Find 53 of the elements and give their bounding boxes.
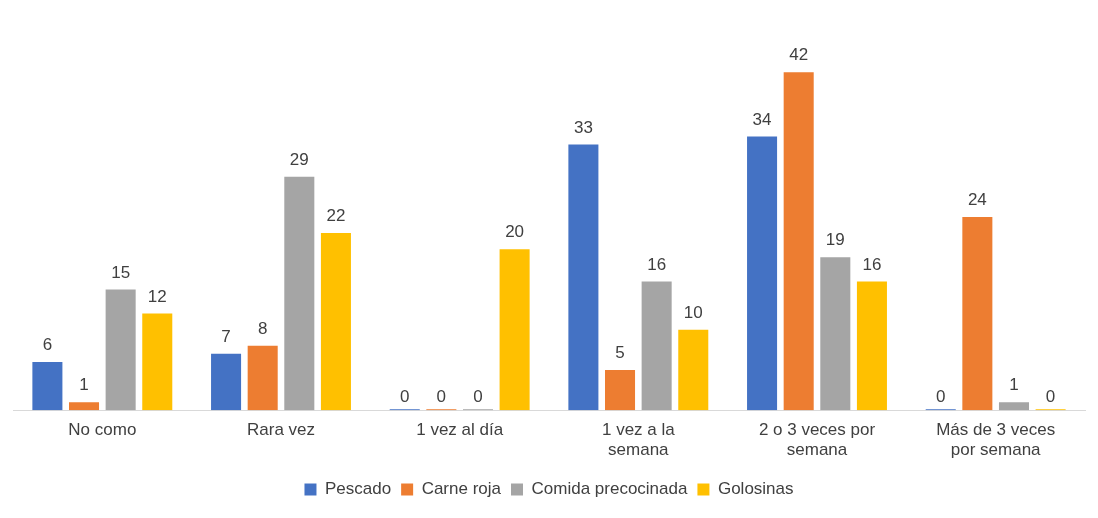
x-tick-label: Rara vez	[246, 420, 316, 440]
legend-label: Pescado	[324, 479, 392, 499]
data-label: 1	[1009, 375, 1019, 395]
data-label: 8	[257, 319, 268, 338]
data-label: 0	[1045, 387, 1056, 407]
bar	[499, 249, 530, 411]
bar	[247, 345, 278, 411]
bar	[856, 281, 887, 411]
data-label: 16	[862, 254, 882, 274]
data-label: 42	[789, 45, 809, 65]
bar	[32, 361, 63, 411]
x-tick-label: 1 vez al día	[416, 420, 504, 440]
bar	[105, 289, 136, 411]
bar	[568, 144, 599, 411]
data-label: 0	[935, 387, 946, 407]
data-label: 34	[752, 109, 772, 129]
x-tick-label: 1 vez a la semana	[601, 420, 676, 460]
data-label: 0	[473, 387, 483, 407]
data-label: 24	[967, 190, 987, 210]
data-label: 29	[289, 149, 309, 169]
bar	[783, 72, 814, 411]
data-label: 1	[79, 375, 89, 395]
bar	[678, 329, 709, 411]
x-tick-label: No como	[68, 420, 137, 440]
bar	[747, 136, 778, 411]
bar	[69, 402, 100, 411]
x-tick-label: 2 o 3 veces por semana	[758, 420, 876, 460]
data-label: 6	[42, 335, 53, 355]
bar	[211, 353, 242, 411]
data-label: 5	[615, 343, 625, 363]
legend-label: Carne roja	[421, 479, 502, 499]
data-label: 15	[111, 262, 131, 282]
data-label: 19	[825, 230, 845, 250]
bar	[320, 233, 351, 411]
bar	[641, 281, 672, 411]
data-label: 22	[326, 206, 346, 226]
data-label: 10	[683, 302, 703, 322]
data-label: 12	[147, 286, 167, 306]
bar	[142, 313, 173, 411]
x-tick-label: Más de 3 veces por semana	[936, 420, 1056, 460]
data-label: 7	[221, 327, 231, 347]
bar	[820, 257, 851, 411]
data-label: 20	[505, 222, 525, 242]
data-label: 0	[436, 387, 447, 407]
bar	[605, 369, 636, 411]
data-label: 16	[647, 254, 667, 274]
bar	[998, 402, 1029, 411]
legend-label: Golosinas	[717, 479, 794, 499]
bar	[962, 217, 993, 411]
data-label: 33	[573, 117, 593, 137]
legend-label: Comida precocinada	[531, 479, 688, 499]
data-label: 0	[399, 387, 410, 407]
bar	[284, 176, 315, 411]
